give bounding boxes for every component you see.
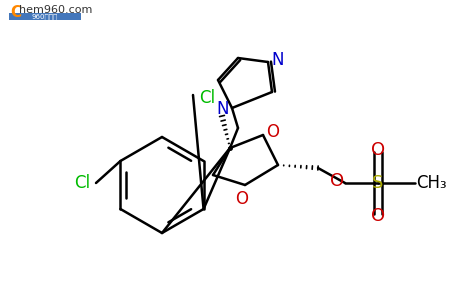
Text: Cl: Cl — [74, 174, 90, 192]
Text: Cl: Cl — [199, 89, 215, 107]
Text: N: N — [272, 51, 284, 69]
Bar — [9, 13, 81, 20]
Text: O: O — [236, 190, 248, 208]
Text: O: O — [371, 207, 385, 225]
Text: hem960.com: hem960.com — [19, 5, 92, 15]
Text: N: N — [217, 100, 229, 118]
Text: CH₃: CH₃ — [416, 174, 447, 192]
Text: C: C — [10, 5, 21, 20]
Text: O: O — [371, 141, 385, 159]
Text: S: S — [372, 174, 383, 192]
Text: O: O — [330, 172, 344, 190]
Text: 960化工网: 960化工网 — [32, 14, 58, 20]
Text: O: O — [266, 123, 280, 141]
